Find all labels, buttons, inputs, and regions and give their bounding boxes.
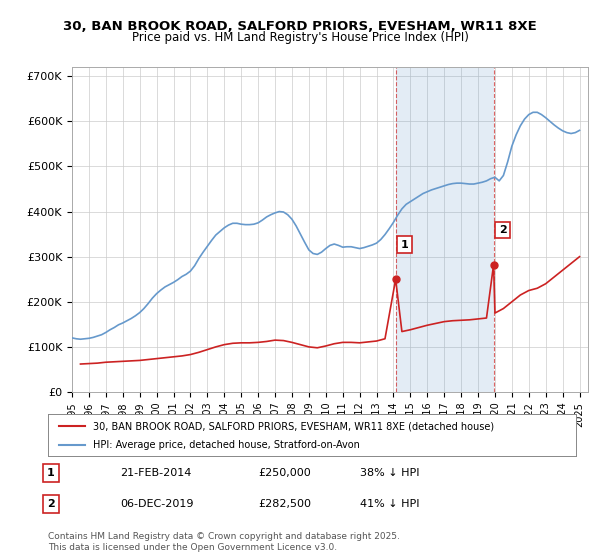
Bar xyxy=(395,67,494,392)
Text: 1: 1 xyxy=(47,468,55,478)
Text: 2: 2 xyxy=(47,499,55,509)
Text: £250,000: £250,000 xyxy=(258,468,311,478)
Text: 06-DEC-2019: 06-DEC-2019 xyxy=(120,499,193,509)
Text: £282,500: £282,500 xyxy=(258,499,311,509)
Text: 30, BAN BROOK ROAD, SALFORD PRIORS, EVESHAM, WR11 8XE (detached house): 30, BAN BROOK ROAD, SALFORD PRIORS, EVES… xyxy=(93,421,494,431)
Text: Contains HM Land Registry data © Crown copyright and database right 2025.
This d: Contains HM Land Registry data © Crown c… xyxy=(48,532,400,552)
Text: 21-FEB-2014: 21-FEB-2014 xyxy=(120,468,191,478)
Text: 1: 1 xyxy=(401,240,409,250)
Text: 2: 2 xyxy=(499,225,506,235)
Text: Price paid vs. HM Land Registry's House Price Index (HPI): Price paid vs. HM Land Registry's House … xyxy=(131,31,469,44)
Text: HPI: Average price, detached house, Stratford-on-Avon: HPI: Average price, detached house, Stra… xyxy=(93,440,360,450)
Text: 30, BAN BROOK ROAD, SALFORD PRIORS, EVESHAM, WR11 8XE: 30, BAN BROOK ROAD, SALFORD PRIORS, EVES… xyxy=(63,20,537,32)
Text: 38% ↓ HPI: 38% ↓ HPI xyxy=(360,468,419,478)
Text: 41% ↓ HPI: 41% ↓ HPI xyxy=(360,499,419,509)
